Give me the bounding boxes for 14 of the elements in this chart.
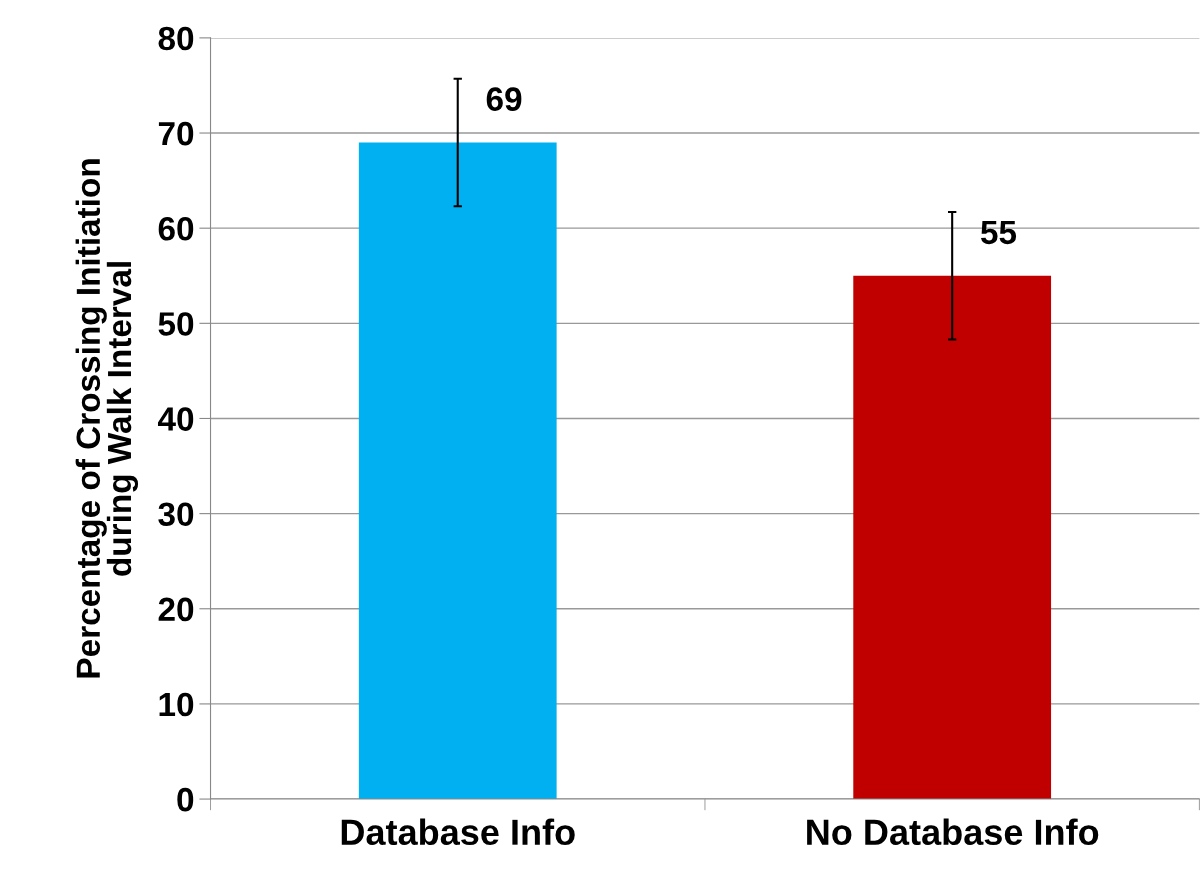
y-tick-label: 50 xyxy=(158,312,194,336)
data-label: 55 xyxy=(980,220,1017,245)
y-tick-label: 80 xyxy=(158,26,194,51)
y-tick-label: 40 xyxy=(157,407,194,431)
y-tick-label: 60 xyxy=(158,216,194,241)
y-tick-label: 70 xyxy=(158,121,194,146)
x-tick-label: Database Info xyxy=(341,818,575,846)
y-tick-label: 20 xyxy=(158,597,194,622)
y-tick-label: 10 xyxy=(159,692,194,717)
y-tick-label: 0 xyxy=(177,787,194,812)
data-label: 69 xyxy=(486,87,522,111)
x-tick-label: No Database Info xyxy=(807,818,1099,846)
y-tick-label: 30 xyxy=(158,502,194,527)
y-axis-title: Percentage of Crossing Initiation during Walk Interval xyxy=(75,159,139,678)
